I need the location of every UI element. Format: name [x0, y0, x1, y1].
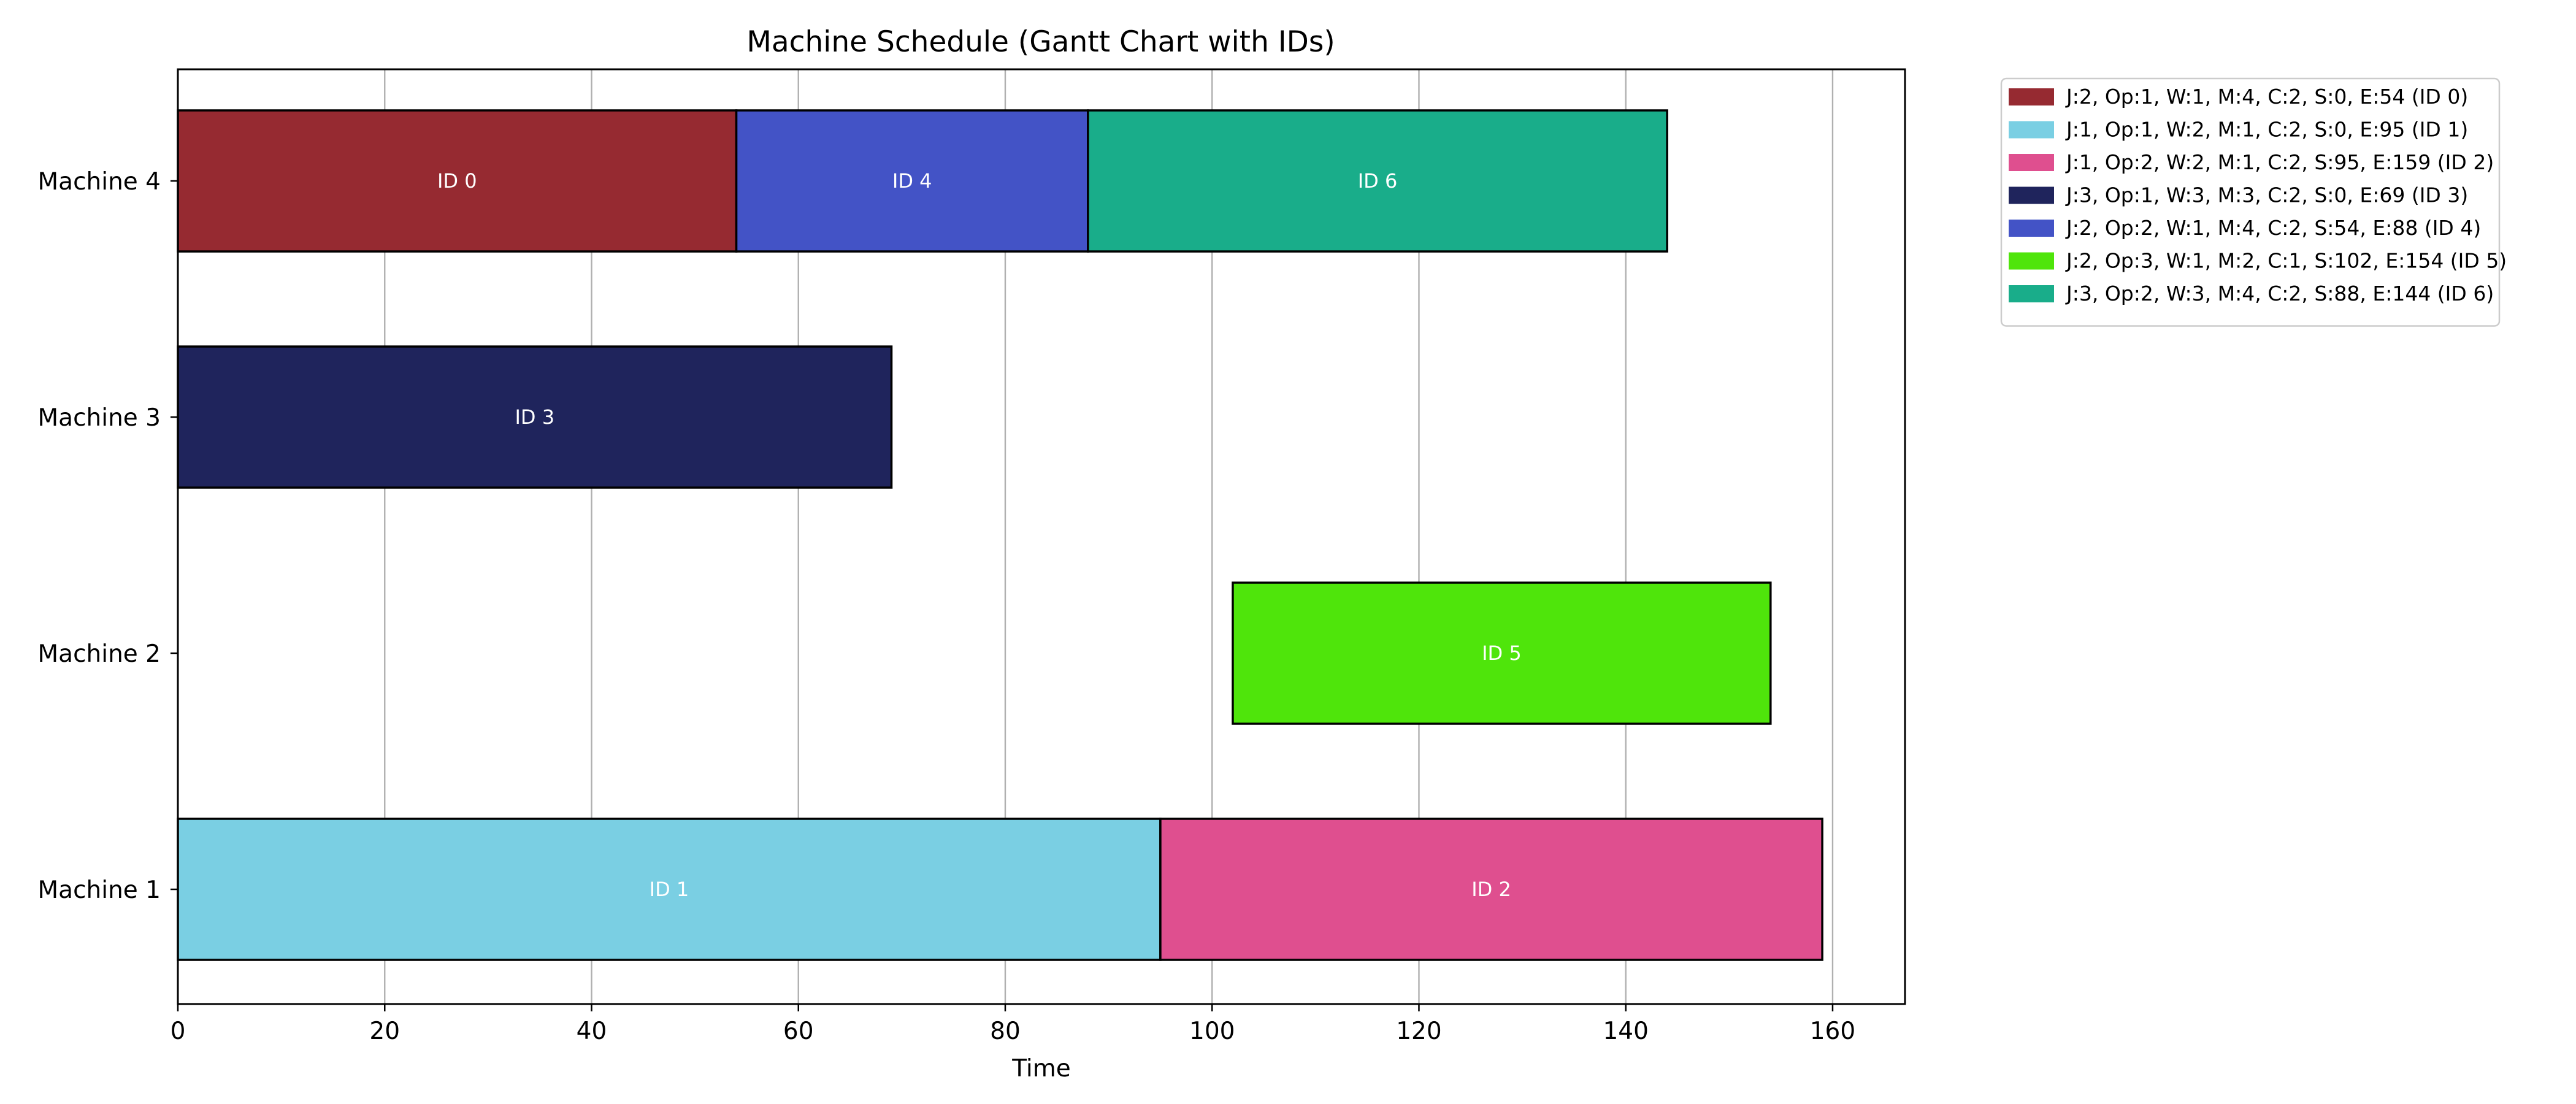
bar-id-1	[177, 818, 1162, 961]
bar-id-2	[1159, 818, 1823, 961]
legend-entry-id-0: J:2, Op:1, W:1, M:4, C:2, S:0, E:54 (ID …	[2065, 85, 2468, 109]
x-tick-label-140: 140	[1603, 1018, 1648, 1045]
bar-label-id-0: ID 0	[437, 169, 477, 193]
legend-swatch-id-5	[2009, 252, 2054, 270]
plot-frame	[177, 68, 1906, 1005]
bar-id-5	[1232, 581, 1772, 725]
bar-id-4	[735, 109, 1089, 253]
x-tick-label-40: 40	[577, 1018, 607, 1045]
y-tick-label-2: Machine 2	[38, 640, 161, 668]
bar-label-id-4: ID 4	[892, 169, 932, 193]
legend-swatch-id-3	[2009, 186, 2054, 204]
legend-entry-id-4: J:2, Op:2, W:1, M:4, C:2, S:54, E:88 (ID…	[2065, 216, 2481, 240]
bar-label-id-2: ID 2	[1471, 878, 1511, 901]
legend-frame	[2000, 77, 2501, 327]
legend-entry-id-5: J:2, Op:3, W:1, M:2, C:1, S:102, E:154 (…	[2065, 249, 2507, 273]
legend-swatch-id-4	[2009, 220, 2054, 237]
legend-swatch-id-0	[2009, 88, 2054, 105]
bar-id-6	[1087, 109, 1668, 253]
x-tick-label-160: 160	[1810, 1018, 1855, 1045]
y-axis-ticks: Machine 1 Machine 2 Machine 3 Machine 4	[38, 168, 178, 904]
bar-label-id-5: ID 5	[1482, 642, 1522, 665]
x-tick-label-100: 100	[1189, 1018, 1235, 1045]
y-tick-label-4: Machine 4	[38, 168, 161, 196]
legend-swatch-id-6	[2009, 285, 2054, 302]
x-axis-ticks: 0 20 40 60 80 100 120 140 160	[171, 1004, 1855, 1045]
bar-label-id-1: ID 1	[650, 878, 689, 901]
x-tick-label-20: 20	[369, 1018, 400, 1045]
x-tick-label-80: 80	[990, 1018, 1021, 1045]
legend: J:2, Op:1, W:1, M:4, C:2, S:0, E:54 (ID …	[2000, 77, 2507, 327]
legend-swatch-id-1	[2009, 121, 2054, 139]
legend-swatch-id-2	[2009, 154, 2054, 171]
bar-label-id-6: ID 6	[1358, 169, 1398, 193]
bars-group: ID 0 ID 1 ID 2 ID 3 ID 4 ID 5 ID 6	[177, 109, 1823, 961]
x-axis-label: Time	[1011, 1055, 1070, 1083]
chart-title: Machine Schedule (Gantt Chart with IDs)	[746, 25, 1335, 59]
legend-entry-id-1: J:1, Op:1, W:2, M:1, C:2, S:0, E:95 (ID …	[2065, 118, 2468, 142]
y-tick-label-3: Machine 3	[38, 404, 161, 432]
y-tick-label-1: Machine 1	[38, 876, 161, 904]
bar-label-id-3: ID 3	[515, 405, 554, 429]
x-tick-label-120: 120	[1396, 1018, 1441, 1045]
legend-entry-id-2: J:1, Op:2, W:2, M:1, C:2, S:95, E:159 (I…	[2065, 150, 2494, 174]
x-tick-label-0: 0	[171, 1018, 186, 1045]
bar-id-3	[177, 345, 893, 489]
x-tick-label-60: 60	[783, 1018, 814, 1045]
legend-entry-id-3: J:3, Op:1, W:3, M:3, C:2, S:0, E:69 (ID …	[2065, 183, 2468, 207]
legend-entry-id-6: J:3, Op:2, W:3, M:4, C:2, S:88, E:144 (I…	[2065, 282, 2494, 305]
